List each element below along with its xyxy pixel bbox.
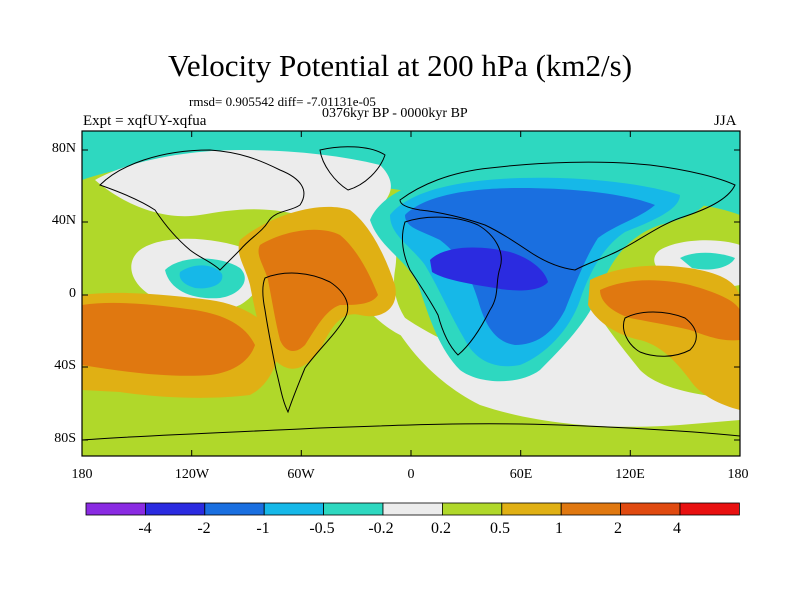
lat-label-40s: 40S — [54, 358, 76, 373]
field-neutral-south — [380, 300, 740, 427]
colorbar-box — [85, 502, 146, 516]
colorbar-label: 0.5 — [490, 520, 510, 537]
colorbar-label: -0.5 — [309, 520, 335, 537]
colorbar-box — [323, 502, 384, 516]
lon-label-60w: 60W — [287, 467, 315, 482]
experiment-label: Expt = xqfUY-xqfua — [83, 113, 207, 129]
lat-label-80s: 80S — [54, 431, 76, 446]
field-positive-south-pacific — [82, 302, 255, 376]
field-positive — [258, 229, 378, 352]
colorbar-box — [679, 502, 740, 516]
colorbar-label: -2 — [197, 520, 211, 537]
period-label: 0376kyr BP - 0000kyr BP — [322, 106, 468, 121]
colorbar-box — [382, 502, 443, 516]
lat-label-40n: 40N — [51, 213, 76, 228]
coast-north-america — [99, 149, 305, 271]
velocity-field — [82, 131, 740, 456]
colorbar-box — [204, 502, 265, 516]
colorbar-label: -1 — [256, 520, 270, 537]
coast-south-america — [262, 272, 349, 414]
lon-label-180e: 180 — [727, 467, 749, 482]
lon-ticks — [81, 131, 741, 456]
colorbar-label: -0.2 — [368, 520, 394, 537]
coast-eurasia — [399, 161, 736, 271]
colorbar-box — [560, 502, 622, 516]
lat-ticks — [82, 149, 740, 441]
coast-australia — [623, 311, 697, 357]
lon-label-60e: 60E — [509, 467, 533, 482]
lon-label-120w: 120W — [174, 467, 210, 482]
colorbar — [85, 502, 740, 516]
field-pacific-core — [179, 265, 223, 289]
season-label: JJA — [714, 113, 737, 129]
colorbar-box — [144, 502, 206, 516]
colorbar-box — [501, 502, 562, 516]
map-title: Velocity Potential at 200 hPa (km2/s) — [167, 48, 633, 83]
coastlines — [82, 146, 740, 441]
lon-label-120e: 120E — [615, 467, 645, 482]
colorbar-box — [620, 502, 681, 516]
lon-label-180w: 180 — [71, 467, 93, 482]
lon-label-0: 0 — [407, 467, 415, 482]
coast-africa — [402, 216, 502, 356]
colorbar-label: 4 — [673, 520, 681, 537]
coast-antarctica — [82, 423, 740, 441]
field-positive-west-pacific — [600, 280, 740, 341]
coast-greenland — [319, 146, 386, 191]
colorbar-label: 2 — [614, 520, 622, 537]
field-west-pacific-negative — [680, 252, 735, 270]
lat-label-eq: 0 — [69, 286, 76, 301]
colorbar-box — [263, 502, 325, 516]
field-negative-core — [430, 247, 548, 291]
colorbar-label: 0.2 — [431, 520, 451, 537]
colorbar-box — [441, 502, 503, 516]
colorbar-label: -4 — [138, 520, 152, 537]
colorbar-label: 1 — [555, 520, 563, 537]
field-neutral-north — [95, 150, 391, 222]
lat-label-80n: 80N — [51, 141, 76, 156]
stats-line: rmsd= 0.905542 diff= -7.01131e-05 — [189, 94, 376, 109]
